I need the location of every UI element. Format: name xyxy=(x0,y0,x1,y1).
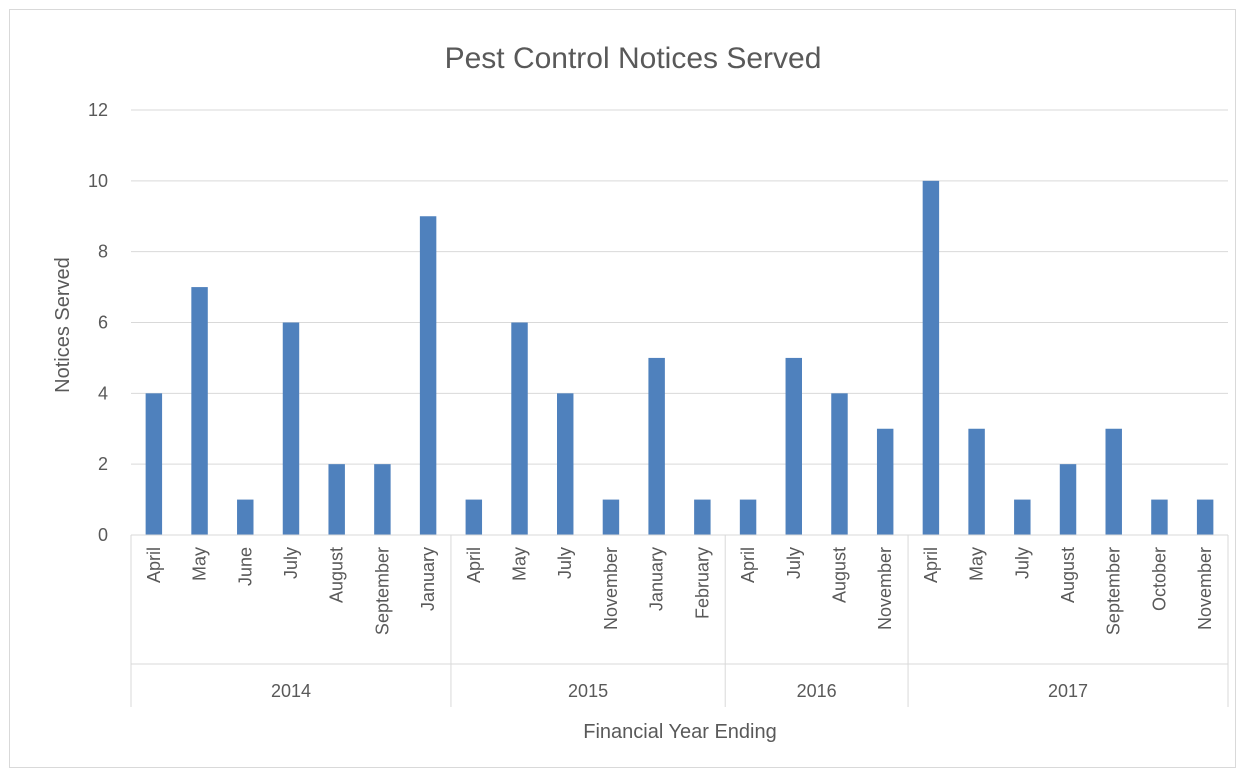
x-tick-label: February xyxy=(692,547,712,619)
x-tick-label: July xyxy=(281,547,301,579)
x-tick-label: September xyxy=(1104,547,1124,635)
group-label: 2014 xyxy=(271,681,311,701)
x-tick-label: April xyxy=(738,547,758,583)
bar xyxy=(1059,464,1077,535)
x-tick-label: May xyxy=(190,547,210,581)
bar xyxy=(374,464,391,535)
y-tick-label: 6 xyxy=(98,313,108,333)
bar xyxy=(465,499,483,535)
bar xyxy=(419,216,437,535)
group-label: 2016 xyxy=(797,681,837,701)
x-axis-title: Financial Year Ending xyxy=(583,721,776,743)
bar xyxy=(145,393,163,535)
bars xyxy=(145,180,1214,536)
y-tick-label: 10 xyxy=(88,171,108,191)
x-tick-label: April xyxy=(144,547,164,583)
y-tick-label: 0 xyxy=(98,525,108,545)
y-tick-label: 2 xyxy=(98,454,108,474)
gridlines xyxy=(131,109,1228,465)
chart-title: Pest Control Notices Served xyxy=(445,42,822,75)
x-axis-labels: April May June July August September January Ap… xyxy=(144,547,1215,701)
bar xyxy=(1105,428,1122,535)
x-tick-label: November xyxy=(601,547,621,630)
x-tick-label: August xyxy=(1058,547,1078,603)
x-tick-label: November xyxy=(875,547,895,630)
x-tick-label: May xyxy=(510,547,530,581)
x-tick-label: January xyxy=(647,547,667,611)
x-axis xyxy=(130,534,1229,707)
group-label: 2015 xyxy=(568,681,608,701)
bar xyxy=(922,180,940,536)
y-tick-label: 12 xyxy=(88,100,108,120)
bar xyxy=(694,499,711,535)
x-tick-label: November xyxy=(1195,547,1215,630)
y-tick-label: 4 xyxy=(98,383,108,403)
x-tick-label: January xyxy=(418,547,438,611)
y-axis-ticks: 0 2 4 6 8 10 12 xyxy=(88,100,108,545)
bar xyxy=(511,322,528,535)
bar xyxy=(968,428,985,535)
bar xyxy=(876,428,894,535)
bar xyxy=(282,322,300,535)
x-tick-label: July xyxy=(784,547,804,579)
x-tick-label: April xyxy=(921,547,941,583)
y-axis-title: Notices Served xyxy=(52,257,74,393)
y-tick-label: 8 xyxy=(98,242,108,262)
x-tick-label: September xyxy=(372,547,392,635)
bar xyxy=(831,393,848,535)
bar xyxy=(602,499,620,535)
bar xyxy=(739,499,757,535)
bar xyxy=(328,464,345,535)
x-tick-label: April xyxy=(464,547,484,583)
bar xyxy=(557,393,574,535)
bar xyxy=(785,357,802,535)
bar xyxy=(191,287,208,535)
x-tick-label: October xyxy=(1149,547,1169,611)
x-tick-label: July xyxy=(555,547,575,579)
x-tick-label: August xyxy=(327,547,347,603)
bar xyxy=(648,357,665,535)
x-tick-label: May xyxy=(967,547,987,581)
bar xyxy=(1014,499,1031,535)
chart-frame xyxy=(9,9,1236,768)
x-tick-label: June xyxy=(235,547,255,586)
x-tick-label: August xyxy=(829,547,849,603)
bar xyxy=(1196,499,1214,535)
bar xyxy=(1151,499,1168,535)
x-tick-label: July xyxy=(1012,547,1032,579)
group-label: 2017 xyxy=(1048,681,1088,701)
bar xyxy=(237,499,254,535)
